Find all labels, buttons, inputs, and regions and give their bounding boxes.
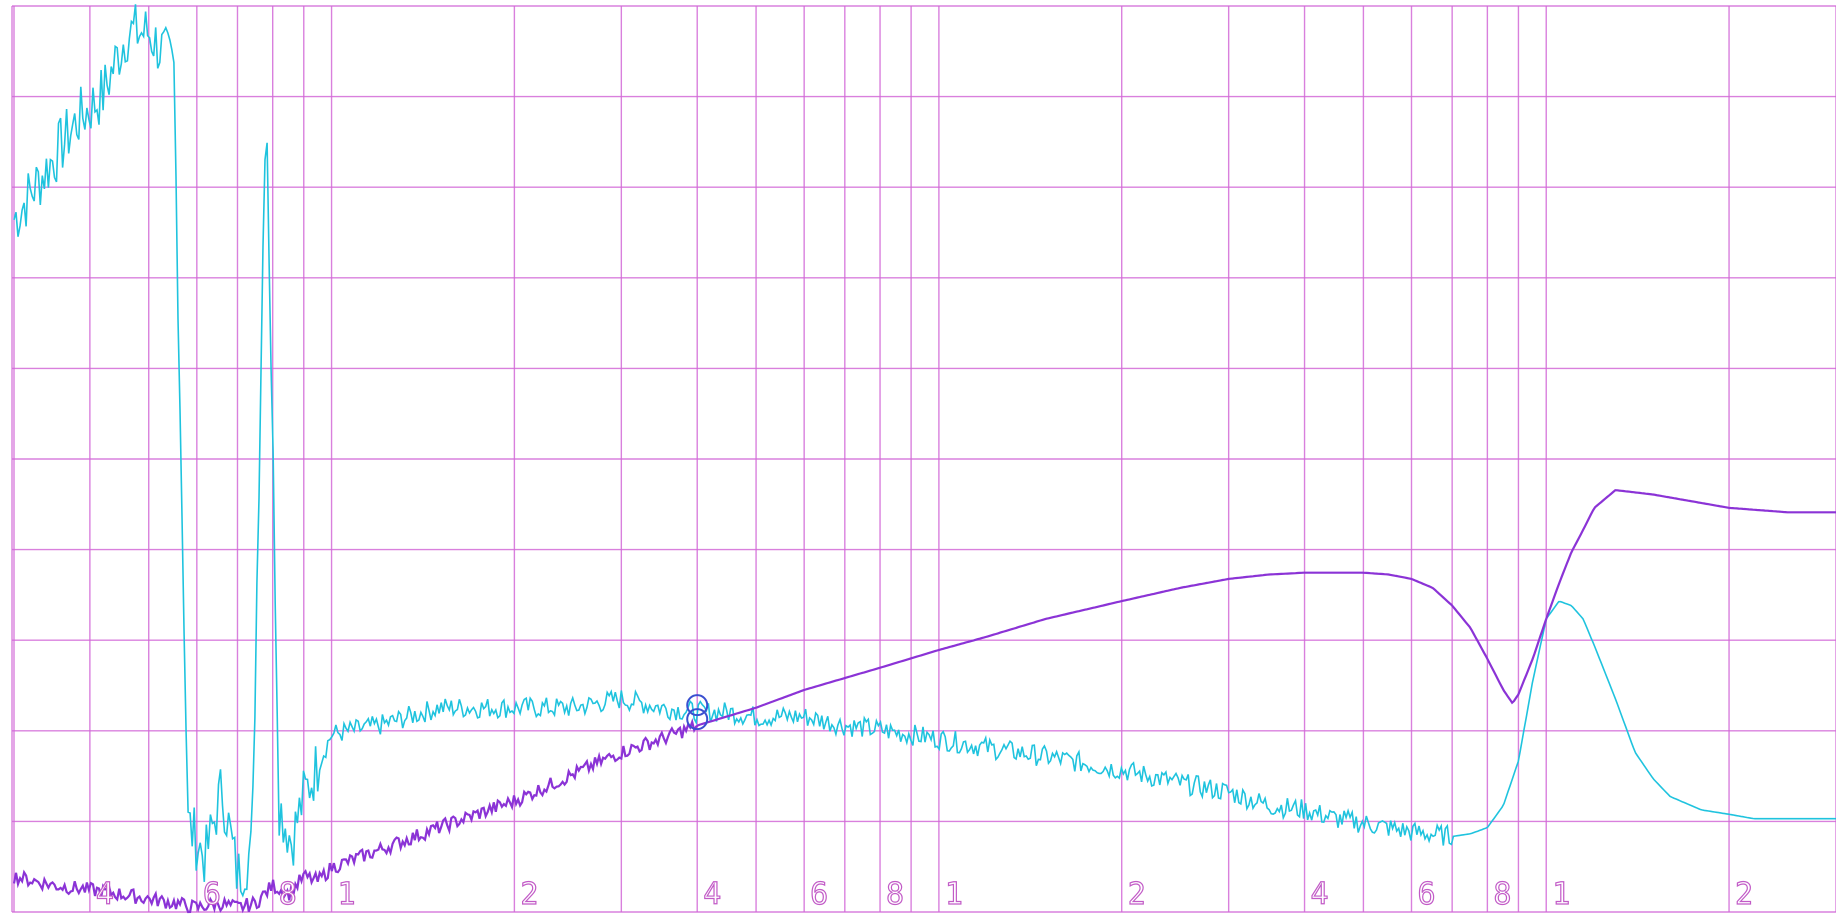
x-tick-label: 6 xyxy=(810,877,828,912)
x-tick-label: 2 xyxy=(520,877,538,912)
x-tick-label: 6 xyxy=(203,877,221,912)
marker-circle-lower xyxy=(686,708,709,731)
x-tick-label: 8 xyxy=(279,877,297,912)
grid xyxy=(11,5,1836,913)
x-tick-label: 4 xyxy=(703,877,721,912)
x-tick-label: 4 xyxy=(96,877,114,912)
marker-circle-upper xyxy=(686,694,709,717)
series-line-2 xyxy=(12,489,1836,914)
x-tick-label: 1 xyxy=(338,877,356,912)
x-tick-label: 4 xyxy=(1311,877,1329,912)
series-group xyxy=(12,4,1836,914)
x-tick-label: 8 xyxy=(1493,877,1511,912)
x-tick-label: 2 xyxy=(1128,877,1146,912)
x-tick-label: 6 xyxy=(1417,877,1435,912)
x-tick-label: 2 xyxy=(1735,877,1753,912)
crossover-marker xyxy=(686,694,709,731)
x-tick-labels: 4 6 8 1 2 4 6 8 1 2 4 6 8 1 2 xyxy=(95,876,1753,912)
x-tick-label: 1 xyxy=(1552,877,1570,912)
x-tick-label: 1 xyxy=(945,877,963,912)
x-tick-label: 8 xyxy=(886,877,904,912)
series-line-1 xyxy=(13,4,1836,898)
